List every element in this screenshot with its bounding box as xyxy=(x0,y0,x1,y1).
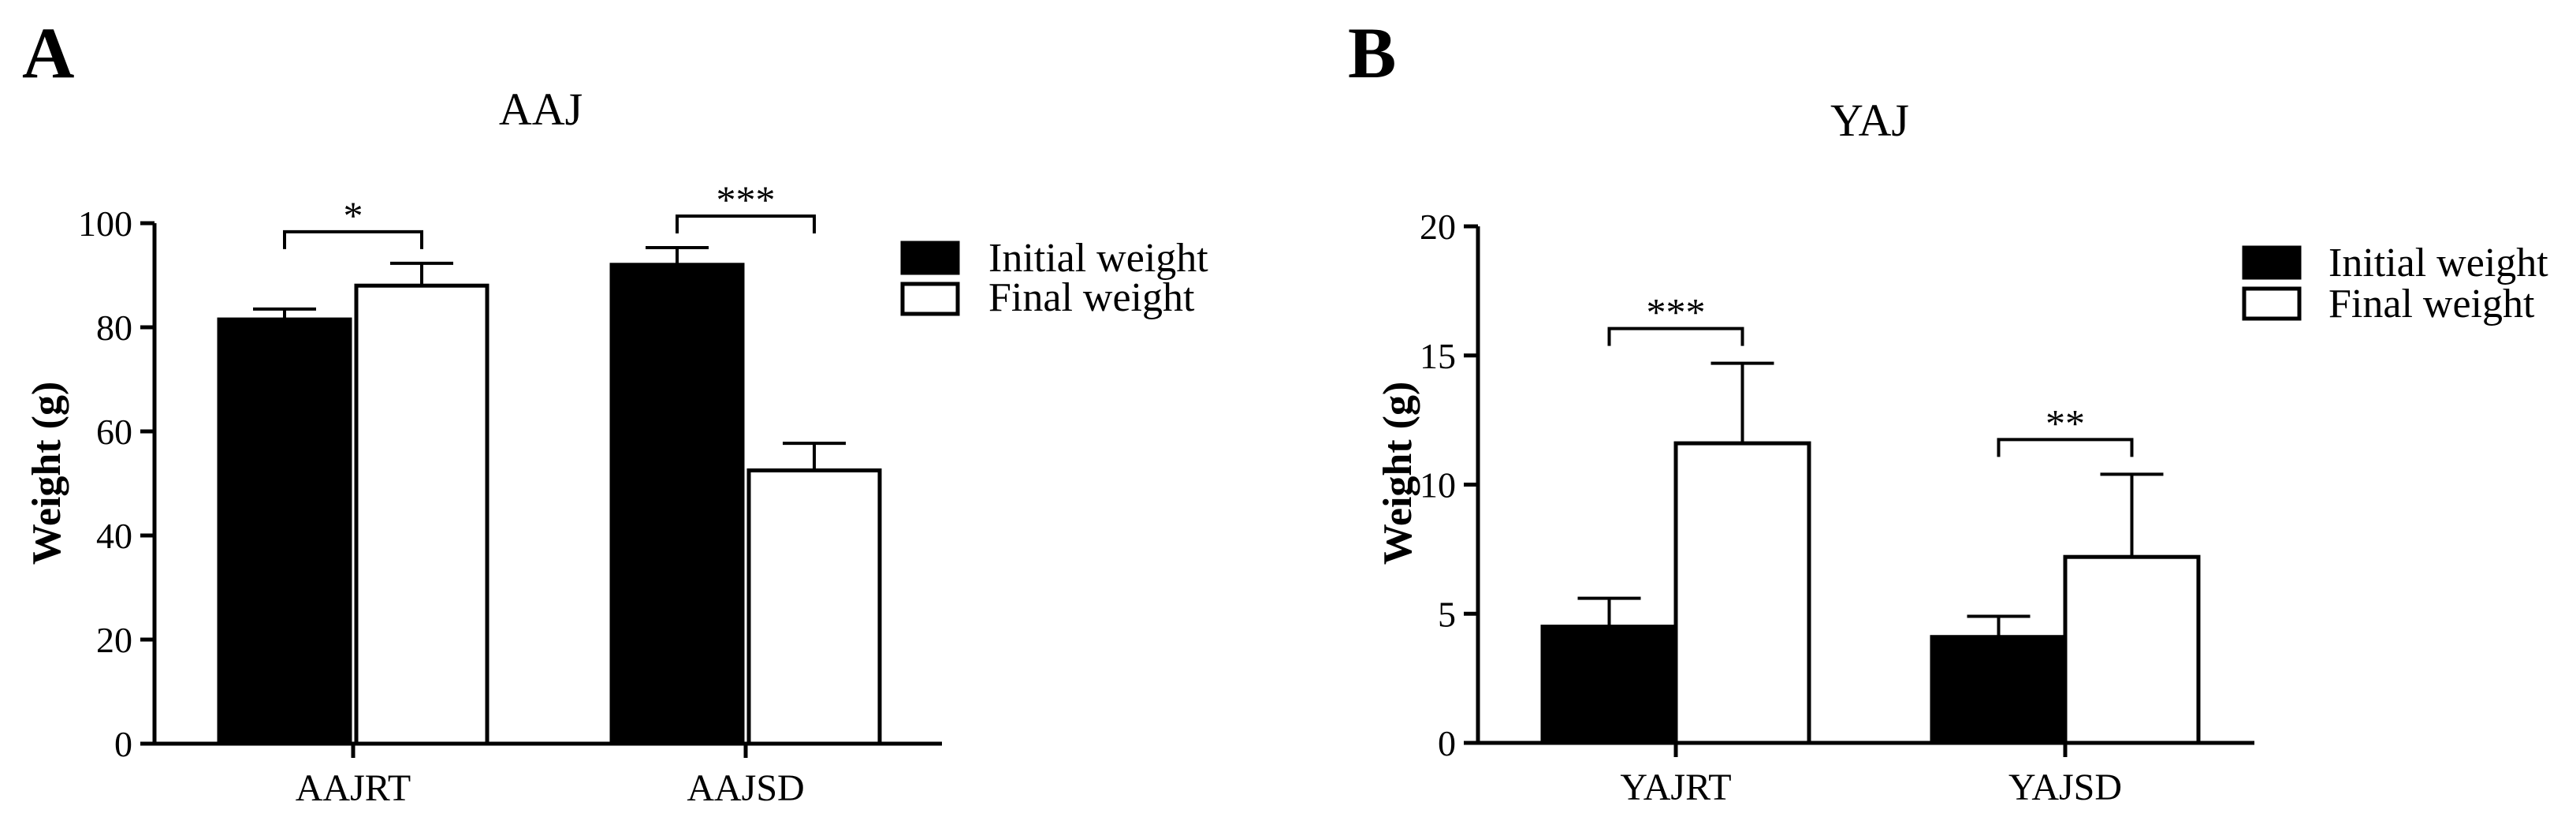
legend-swatch-initial xyxy=(2242,245,2302,280)
y-tick-label: 60 xyxy=(96,412,132,452)
y-tick-label: 0 xyxy=(114,724,132,764)
bar xyxy=(1673,441,1811,745)
plot-area: 0 5 10 15 20 YAJRT *** YAJSD ** xyxy=(1420,207,2254,808)
bar xyxy=(609,263,745,746)
legend: Initial weight Final weight xyxy=(2242,241,2548,326)
legend: Initial weight Final weight xyxy=(900,236,1208,320)
y-tick-label: 0 xyxy=(1438,723,1456,763)
significance-label: ** xyxy=(2046,401,2085,445)
significance-label: *** xyxy=(1647,290,1706,334)
bar xyxy=(746,468,882,746)
y-tick-label: 15 xyxy=(1420,336,1456,376)
bar xyxy=(1930,635,2068,745)
significance-label: *** xyxy=(717,177,776,222)
y-tick-label: 80 xyxy=(96,308,132,348)
significance-bracket xyxy=(1607,326,1744,346)
panel-a: A AAJ Weight (g) 0 20 40 60 80 100 AAJRT * AAJSD… xyxy=(22,13,1208,809)
legend-label-initial: Initial weight xyxy=(2328,241,2548,285)
category-label: YAJRT xyxy=(1620,767,1731,808)
legend-swatch-final xyxy=(900,282,960,316)
bar xyxy=(354,283,490,746)
panel-b: B YAJ Weight (g) 0 5 10 15 20 YAJRT *** YAJSD **… xyxy=(1348,13,2548,808)
panel-letter: A xyxy=(22,13,74,93)
y-tick-label: 10 xyxy=(1420,465,1456,506)
legend-label-final: Final weight xyxy=(2328,282,2535,326)
category-label: AAJRT xyxy=(296,767,411,809)
y-tick-label: 20 xyxy=(1420,207,1456,247)
significance-bracket xyxy=(283,229,423,249)
y-axis-label: Weight (g) xyxy=(24,382,69,565)
category-label: AAJSD xyxy=(687,767,804,809)
bar xyxy=(1540,625,1678,745)
y-tick-label: 5 xyxy=(1438,594,1456,634)
legend-label-final: Final weight xyxy=(988,275,1195,320)
legend-swatch-initial xyxy=(900,241,960,275)
y-axis-label: Weight (g) xyxy=(1375,382,1420,565)
y-tick-label: 100 xyxy=(78,203,132,244)
panel-letter: B xyxy=(1348,13,1396,93)
significance-label: * xyxy=(344,193,363,237)
chart-title: YAJ xyxy=(1830,95,1909,146)
bar xyxy=(217,317,352,746)
bar xyxy=(2063,554,2201,745)
legend-label-initial: Initial weight xyxy=(988,236,1208,281)
significance-bracket xyxy=(676,215,816,234)
chart-title: AAJ xyxy=(499,84,583,135)
y-tick-label: 20 xyxy=(96,620,132,660)
y-tick-label: 40 xyxy=(96,516,132,556)
plot-area: 0 20 40 60 80 100 AAJRT * AAJSD *** xyxy=(78,177,942,809)
category-label: YAJSD xyxy=(2008,767,2122,808)
significance-bracket xyxy=(1997,438,2134,457)
legend-swatch-final xyxy=(2242,286,2302,321)
